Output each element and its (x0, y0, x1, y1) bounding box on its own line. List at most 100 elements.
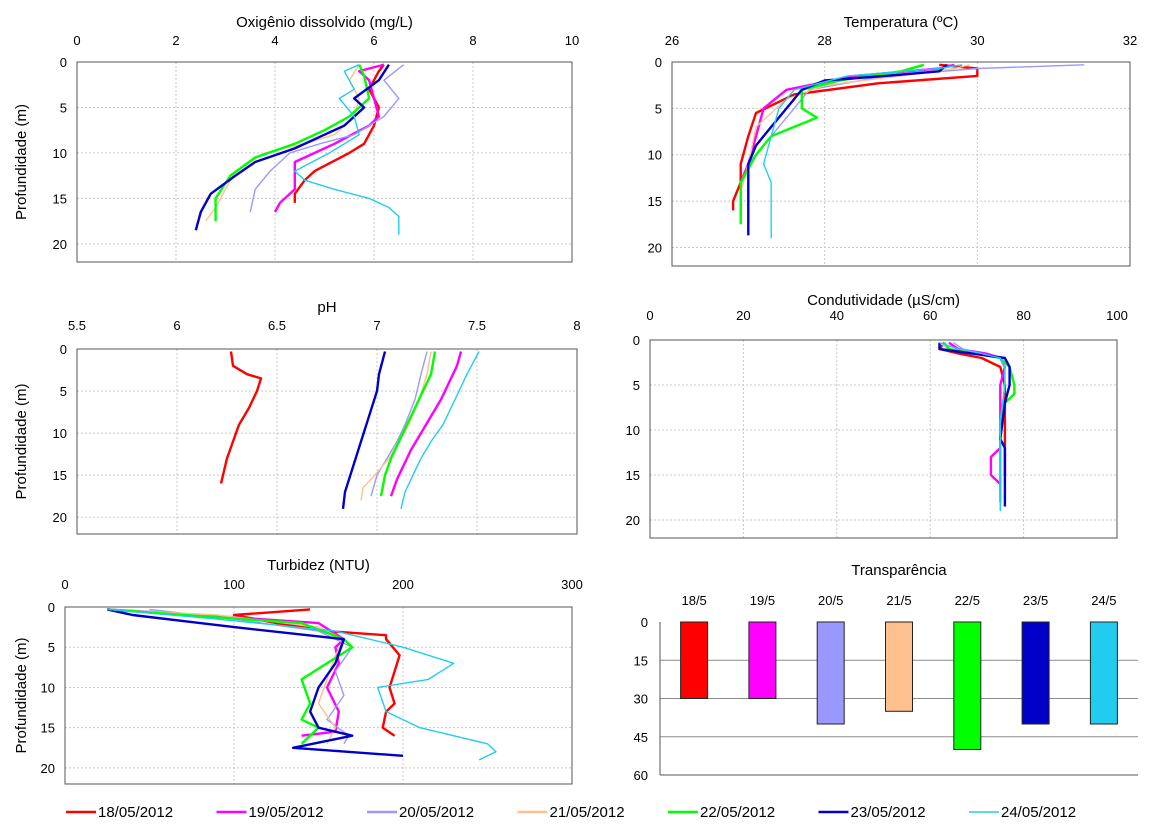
plot-frame (76, 61, 573, 263)
x-tick-label: 40 (830, 308, 844, 323)
plot-frame (671, 61, 1131, 267)
y-tick-label: 20 (648, 240, 662, 255)
panel-title: Turbidez (NTU) (267, 557, 370, 574)
bar-20-5 (816, 621, 845, 725)
panel-title: Transparência (851, 562, 947, 579)
legend-label: 21/05/2012 (550, 804, 625, 821)
bar-22-5 (953, 621, 982, 750)
panel-4: Condutividade (µS/cm) 0 20 40 60 80 100 0 5 10 15 2… (626, 292, 1128, 539)
y-tick-label: 10 (53, 426, 67, 441)
x-tick-label: 100 (1106, 308, 1128, 323)
y-tick-label: 20 (53, 510, 67, 525)
series-line-24-05-2012 (400, 351, 480, 509)
legend-label: 23/05/2012 (851, 804, 926, 821)
x-tick-label: 300 (561, 577, 583, 592)
series-line-23-05-2012 (938, 342, 1011, 507)
x-tick-label: 5.5 (68, 318, 86, 333)
legend-label: 22/05/2012 (700, 804, 775, 821)
panel-5: Turbidez (NTU) 0 100 200 300 0 5 10 15 20 Profundi… (13, 557, 583, 785)
x-tick-label: 80 (1016, 308, 1030, 323)
bar-category-label: 19/5 (750, 593, 775, 608)
x-tick-label: 26 (665, 33, 679, 48)
y-tick-label: 0 (641, 615, 648, 630)
y-tick-label: 15 (648, 194, 662, 209)
series-line-24-05-2012 (762, 64, 963, 239)
y-tick-label: 5 (48, 640, 55, 655)
series-line-19-05-2012 (389, 351, 463, 497)
legend-label: 24/05/2012 (1001, 804, 1076, 821)
series-line-20-05-2012 (249, 64, 405, 213)
series-line-20-05-2012 (370, 351, 428, 497)
bar-category-label: 18/5 (681, 593, 706, 608)
bar-19-5 (748, 621, 777, 699)
bar-category-label: 23/5 (1023, 593, 1048, 608)
plot-frame (76, 348, 578, 535)
panel-title: Temperatura (ºC) (844, 14, 959, 31)
y-tick-label: 5 (633, 378, 640, 393)
y-axis-label: Profundidade (m) (13, 384, 30, 500)
x-tick-label: 0 (73, 33, 80, 48)
panel-1: Oxigênio dissolvido (mg/L) 0 2 4 6 8 10 0 5 10 15 2… (13, 14, 579, 263)
x-tick-label: 7.5 (468, 318, 486, 333)
y-tick-label: 0 (48, 600, 55, 615)
y-tick-label: 15 (53, 191, 67, 206)
x-tick-label: 28 (817, 33, 831, 48)
legend: 18/05/2012 19/05/2012 20/05/2012 21/05/2012… (66, 804, 1076, 821)
bar-category-label: 22/5 (955, 593, 980, 608)
y-tick-label: 5 (60, 384, 67, 399)
y-tick-label: 15 (41, 721, 55, 736)
series-line-23-05-2012 (747, 63, 948, 236)
series-line-21-05-2012 (740, 64, 970, 225)
x-tick-label: 100 (223, 577, 245, 592)
y-tick-label: 10 (648, 148, 662, 163)
x-tick-label: 4 (271, 33, 278, 48)
y-tick-label: 10 (41, 680, 55, 695)
y-tick-label: 10 (53, 146, 67, 161)
x-tick-label: 32 (1123, 33, 1137, 48)
x-tick-label: 6 (370, 33, 377, 48)
y-tick-label: 60 (634, 768, 648, 783)
series-line-18-05-2012 (293, 63, 385, 203)
x-tick-label: 60 (923, 308, 937, 323)
bar-21-5 (885, 621, 913, 712)
legend-label: 20/05/2012 (399, 804, 474, 821)
x-tick-label: 30 (970, 33, 984, 48)
x-tick-label: 8 (469, 33, 476, 48)
legend-label: 18/05/2012 (98, 804, 173, 821)
x-tick-label: 200 (392, 577, 414, 592)
series-line-20-05-2012 (953, 342, 1006, 511)
bar-category-label: 20/5 (818, 593, 843, 608)
series-line-22-05-2012 (379, 351, 437, 497)
series-line-24-05-2012 (939, 342, 1006, 511)
panel-title: Oxigênio dissolvido (mg/L) (236, 14, 413, 31)
y-tick-label: 0 (60, 55, 67, 70)
x-tick-label: 2 (172, 33, 179, 48)
x-tick-label: 7 (373, 318, 380, 333)
series-line-24-05-2012 (107, 608, 497, 761)
panel-title: Condutividade (µS/cm) (807, 292, 960, 309)
series-line-23-05-2012 (107, 608, 404, 757)
y-tick-label: 30 (634, 692, 648, 707)
plot-frame (649, 339, 1118, 539)
y-tick-label: 0 (633, 333, 640, 348)
series-line-18-05-2012 (731, 63, 979, 211)
panel-title: pH (317, 299, 336, 316)
x-tick-label: 10 (565, 33, 579, 48)
panel-2: Temperatura (ºC) 26 28 30 32 0 5 10 15 20 (648, 14, 1137, 267)
y-tick-label: 0 (655, 55, 662, 70)
legend-label: 19/05/2012 (249, 804, 324, 821)
series-line-18-05-2012 (938, 341, 1007, 475)
y-tick-label: 45 (634, 730, 648, 745)
y-tick-label: 10 (626, 423, 640, 438)
x-tick-label: 6.5 (268, 318, 286, 333)
y-axis-label: Profundidade (m) (13, 104, 30, 220)
y-tick-label: 20 (53, 237, 67, 252)
bar-24-5 (1089, 621, 1118, 725)
bar-23-5 (1021, 621, 1050, 725)
series-line-22-05-2012 (214, 64, 371, 222)
panel-6: Transparência 0 15 30 45 60 18/5 19/5 20/5 21/5 22… (634, 562, 1138, 783)
y-tick-label: 15 (634, 653, 648, 668)
x-tick-label: 8 (573, 318, 580, 333)
panel-3: pH 5.5 6 6.5 7 7.5 8 0 5 10 15 20 Profundidade (m) (13, 299, 581, 535)
